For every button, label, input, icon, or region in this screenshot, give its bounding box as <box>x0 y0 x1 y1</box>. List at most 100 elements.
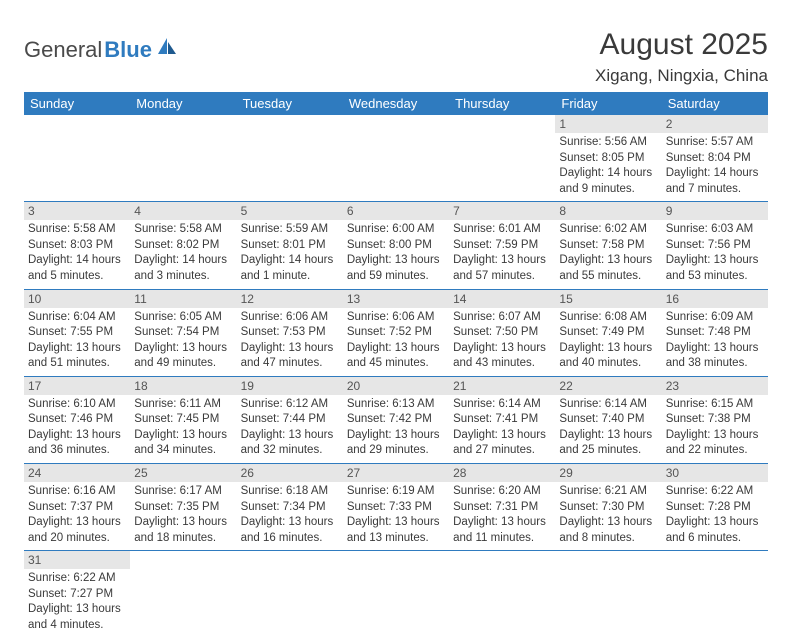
calendar-cell: 21Sunrise: 6:14 AMSunset: 7:41 PMDayligh… <box>449 376 555 463</box>
cell-text: Daylight: 13 hours <box>559 253 657 269</box>
calendar-cell: 15Sunrise: 6:08 AMSunset: 7:49 PMDayligh… <box>555 289 661 376</box>
day-number: 24 <box>24 464 130 482</box>
cell-text: and 13 minutes. <box>347 531 445 547</box>
cell-text: Sunset: 7:45 PM <box>134 412 232 428</box>
day-number: 30 <box>662 464 768 482</box>
logo-text-general: General <box>24 37 102 63</box>
cell-text: Daylight: 13 hours <box>134 341 232 357</box>
cell-text: and 3 minutes. <box>134 269 232 285</box>
cell-text: Sunset: 7:58 PM <box>559 238 657 254</box>
cell-text: Sunset: 7:33 PM <box>347 500 445 516</box>
cell-text: Daylight: 13 hours <box>241 515 339 531</box>
calendar-week-row: 1Sunrise: 5:56 AMSunset: 8:05 PMDaylight… <box>24 115 768 202</box>
calendar-cell: 27Sunrise: 6:19 AMSunset: 7:33 PMDayligh… <box>343 464 449 551</box>
weekday-thursday: Thursday <box>449 92 555 115</box>
cell-text: and 34 minutes. <box>134 443 232 459</box>
day-number: 5 <box>237 202 343 220</box>
day-number: 20 <box>343 377 449 395</box>
calendar-cell: 16Sunrise: 6:09 AMSunset: 7:48 PMDayligh… <box>662 289 768 376</box>
cell-text: Sunset: 8:00 PM <box>347 238 445 254</box>
cell-text: Sunrise: 6:11 AM <box>134 397 232 413</box>
cell-text: Daylight: 14 hours <box>559 166 657 182</box>
cell-text: Sunrise: 6:22 AM <box>28 571 126 587</box>
cell-text: Sunrise: 6:21 AM <box>559 484 657 500</box>
cell-text: Daylight: 13 hours <box>241 428 339 444</box>
cell-text: Sunrise: 6:19 AM <box>347 484 445 500</box>
cell-text: Daylight: 13 hours <box>347 428 445 444</box>
cell-text: Sunset: 7:28 PM <box>666 500 764 516</box>
calendar-cell: 4Sunrise: 5:58 AMSunset: 8:02 PMDaylight… <box>130 202 236 289</box>
day-number: 3 <box>24 202 130 220</box>
cell-text: Sunrise: 6:14 AM <box>559 397 657 413</box>
day-number: 8 <box>555 202 661 220</box>
calendar-cell: 11 Sunrise: 6:05 AMSunset: 7:54 PMDayligh… <box>130 289 236 376</box>
cell-text: Daylight: 14 hours <box>666 166 764 182</box>
cell-text: and 9 minutes. <box>559 182 657 198</box>
weekday-sunday: Sunday <box>24 92 130 115</box>
cell-text: Daylight: 13 hours <box>666 515 764 531</box>
cell-text: Sunset: 7:42 PM <box>347 412 445 428</box>
calendar-cell: 24Sunrise: 6:16 AMSunset: 7:37 PMDayligh… <box>24 464 130 551</box>
cell-text: Sunrise: 6:01 AM <box>453 222 551 238</box>
cell-text: Sunset: 7:54 PM <box>134 325 232 341</box>
cell-text: Sunset: 8:05 PM <box>559 151 657 167</box>
cell-text: Sunset: 7:46 PM <box>28 412 126 428</box>
cell-text: Sunrise: 6:16 AM <box>28 484 126 500</box>
cell-text: and 8 minutes. <box>559 531 657 547</box>
cell-text: and 38 minutes. <box>666 356 764 372</box>
cell-text: and 53 minutes. <box>666 269 764 285</box>
calendar-cell: 28Sunrise: 6:20 AMSunset: 7:31 PMDayligh… <box>449 464 555 551</box>
calendar-cell <box>449 115 555 202</box>
cell-text: Sunset: 7:48 PM <box>666 325 764 341</box>
calendar-cell: 7Sunrise: 6:01 AMSunset: 7:59 PMDaylight… <box>449 202 555 289</box>
cell-text: and 51 minutes. <box>28 356 126 372</box>
cell-text: Sunrise: 6:08 AM <box>559 310 657 326</box>
location: Xigang, Ningxia, China <box>595 66 768 86</box>
cell-text: Daylight: 13 hours <box>134 515 232 531</box>
cell-text: Sunset: 7:30 PM <box>559 500 657 516</box>
calendar-cell: 29 Sunrise: 6:21 AMSunset: 7:30 PMDayligh… <box>555 464 661 551</box>
calendar-cell <box>449 551 555 638</box>
cell-text: Sunrise: 6:09 AM <box>666 310 764 326</box>
day-number: 16 <box>662 290 768 308</box>
day-number: 26 <box>237 464 343 482</box>
day-number: 11 <box>130 290 236 308</box>
sail-icon <box>156 36 178 61</box>
cell-text: and 1 minute. <box>241 269 339 285</box>
day-number: 18 <box>130 377 236 395</box>
day-number: 1 <box>555 115 661 133</box>
cell-text: Daylight: 13 hours <box>453 341 551 357</box>
cell-text: Daylight: 13 hours <box>559 515 657 531</box>
day-number: 22 <box>555 377 661 395</box>
calendar-table: Sunday Monday Tuesday Wednesday Thursday… <box>24 92 768 638</box>
day-number: 6 <box>343 202 449 220</box>
day-number: 29 <box>555 464 661 482</box>
day-number: 4 <box>130 202 236 220</box>
cell-text: Daylight: 13 hours <box>28 515 126 531</box>
weekday-header-row: Sunday Monday Tuesday Wednesday Thursday… <box>24 92 768 115</box>
cell-text: Sunrise: 5:59 AM <box>241 222 339 238</box>
calendar-cell: 12Sunrise: 6:06 AMSunset: 7:53 PMDayligh… <box>237 289 343 376</box>
cell-text: Sunset: 7:31 PM <box>453 500 551 516</box>
cell-text: Sunrise: 6:04 AM <box>28 310 126 326</box>
cell-text: Daylight: 13 hours <box>559 341 657 357</box>
cell-text: Daylight: 13 hours <box>28 341 126 357</box>
calendar-cell: 19Sunrise: 6:12 AMSunset: 7:44 PMDayligh… <box>237 376 343 463</box>
cell-text: Sunrise: 6:12 AM <box>241 397 339 413</box>
calendar-cell: 5Sunrise: 5:59 AMSunset: 8:01 PMDaylight… <box>237 202 343 289</box>
cell-text: Daylight: 13 hours <box>347 253 445 269</box>
cell-text: and 27 minutes. <box>453 443 551 459</box>
cell-text: and 25 minutes. <box>559 443 657 459</box>
cell-text: Sunrise: 6:05 AM <box>134 310 232 326</box>
cell-text: Sunset: 7:52 PM <box>347 325 445 341</box>
cell-text: and 40 minutes. <box>559 356 657 372</box>
month-title: August 2025 <box>595 28 768 62</box>
day-number: 27 <box>343 464 449 482</box>
cell-text: Sunset: 7:44 PM <box>241 412 339 428</box>
calendar-cell: 20Sunrise: 6:13 AMSunset: 7:42 PMDayligh… <box>343 376 449 463</box>
calendar-cell <box>662 551 768 638</box>
calendar-cell: 1Sunrise: 5:56 AMSunset: 8:05 PMDaylight… <box>555 115 661 202</box>
calendar-cell <box>237 551 343 638</box>
cell-text: Sunrise: 6:00 AM <box>347 222 445 238</box>
calendar-cell: 23Sunrise: 6:15 AMSunset: 7:38 PMDayligh… <box>662 376 768 463</box>
